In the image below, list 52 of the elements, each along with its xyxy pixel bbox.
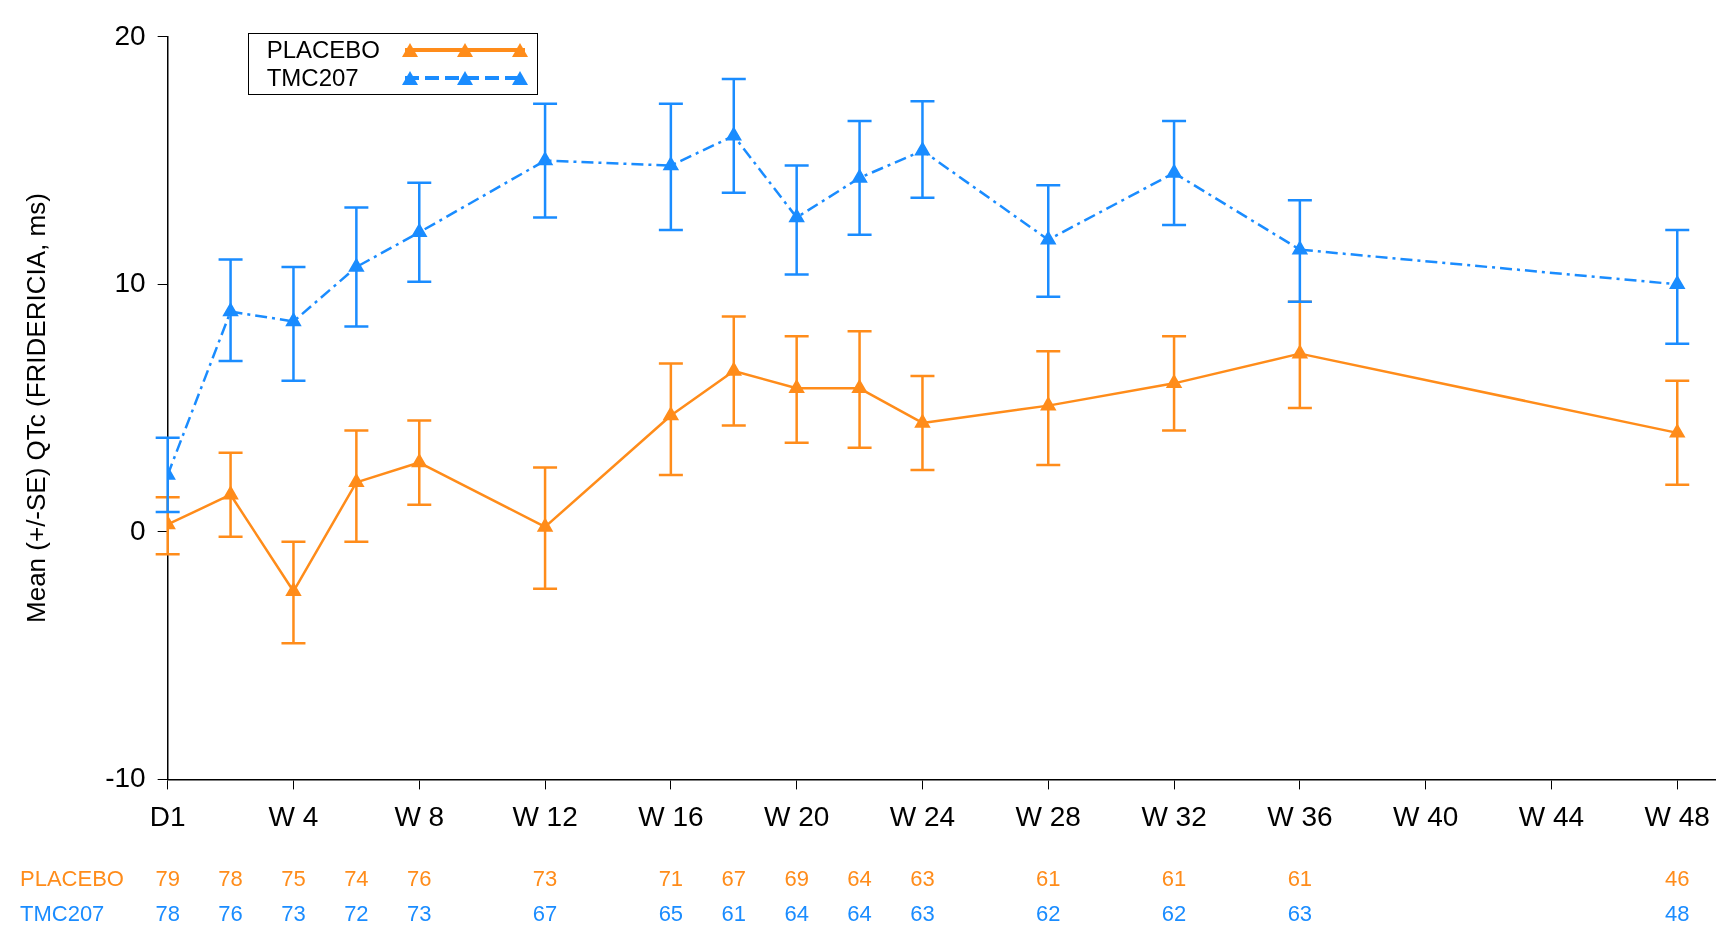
text: 61: [1036, 866, 1061, 892]
text: 65: [658, 901, 684, 927]
y-axis-title: Mean (+/-SE) QTc (FRIDERICIA, ms): [20, 193, 51, 623]
x-tick-label: W 24: [889, 800, 956, 832]
text: 63: [910, 866, 935, 892]
text: 62: [1161, 901, 1187, 927]
text: 72: [344, 901, 369, 927]
text: 74: [344, 866, 369, 892]
x-tick-label: W 32: [1141, 800, 1207, 832]
x-tick-label: W 12: [512, 800, 578, 832]
text: 79: [155, 866, 180, 892]
x-tick-label: W 40: [1392, 800, 1459, 832]
text: 73: [281, 901, 306, 927]
y-tick-label: 10: [114, 267, 146, 299]
x-tick-label: W 28: [1015, 800, 1081, 832]
x-tick-label: W 20: [763, 800, 830, 832]
y-tick-label: 0: [130, 514, 146, 546]
y-tick-label: 20: [114, 19, 146, 51]
text: 46: [1665, 866, 1690, 892]
text: 61: [1287, 866, 1313, 892]
x-tick-label: W 4: [268, 800, 319, 832]
text: 67: [721, 866, 747, 892]
text: 63: [1287, 901, 1313, 927]
text: 73: [532, 866, 558, 892]
text: 64: [784, 901, 809, 927]
text: 48: [1665, 901, 1690, 927]
x-tick-label: W 8: [394, 800, 445, 832]
legend-label: TMC207: [266, 63, 360, 92]
text: 76: [218, 901, 243, 927]
text: 78: [155, 901, 180, 927]
text: 73: [407, 901, 432, 927]
x-tick-label: W 48: [1644, 800, 1710, 832]
text: 71: [658, 866, 684, 892]
x-tick-label: W 44: [1518, 800, 1585, 832]
text: 76: [407, 866, 432, 892]
text: PLACEBO: [20, 866, 124, 892]
y-tick-label: -10: [105, 762, 146, 794]
text: 61: [1161, 866, 1187, 892]
text: 64: [847, 901, 872, 927]
legend-label: PLACEBO: [266, 35, 382, 64]
text: 69: [784, 866, 809, 892]
text: TMC207: [20, 901, 105, 927]
text: 64: [847, 866, 872, 892]
x-tick-label: W 16: [638, 800, 704, 832]
x-tick-label: D1: [149, 800, 186, 832]
x-tick-label: W 36: [1267, 800, 1333, 832]
text: 78: [218, 866, 243, 892]
text: 67: [532, 901, 558, 927]
text: 62: [1036, 901, 1061, 927]
text: 63: [910, 901, 935, 927]
text: 75: [281, 866, 306, 892]
text: 61: [721, 901, 747, 927]
